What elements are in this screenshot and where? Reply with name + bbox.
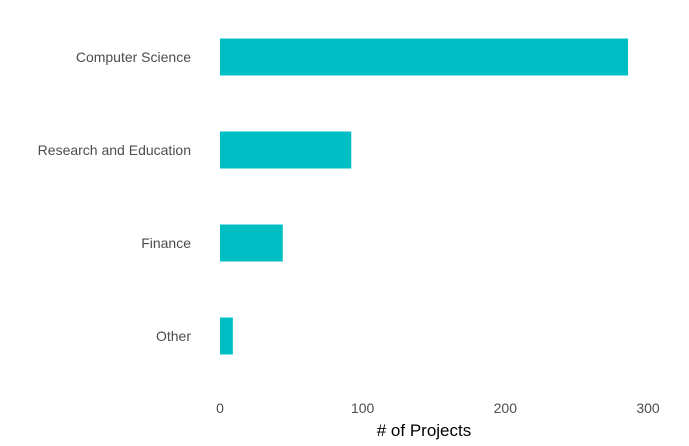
x-tick-label-0: 0 <box>216 400 224 416</box>
x-tick-label-100: 100 <box>351 400 375 416</box>
category-label-other: Other <box>156 328 191 344</box>
category-label-finance: Finance <box>141 235 191 251</box>
bars-layer <box>220 38 629 355</box>
category-labels: Computer Science Research and Education Fi… <box>38 49 192 344</box>
category-label-computer-science: Computer Science <box>76 49 191 65</box>
bar-finance <box>220 224 283 262</box>
category-label-research-and-education: Research and Education <box>38 142 191 158</box>
x-tick-labels: 0 100 200 300 <box>216 400 660 416</box>
bar-research-and-education <box>220 131 352 169</box>
bar-other <box>220 317 233 355</box>
x-tick-label-200: 200 <box>494 400 518 416</box>
x-axis-title: # of Projects <box>377 421 472 440</box>
x-tick-label-300: 300 <box>636 400 660 416</box>
bar-computer-science <box>220 38 629 76</box>
